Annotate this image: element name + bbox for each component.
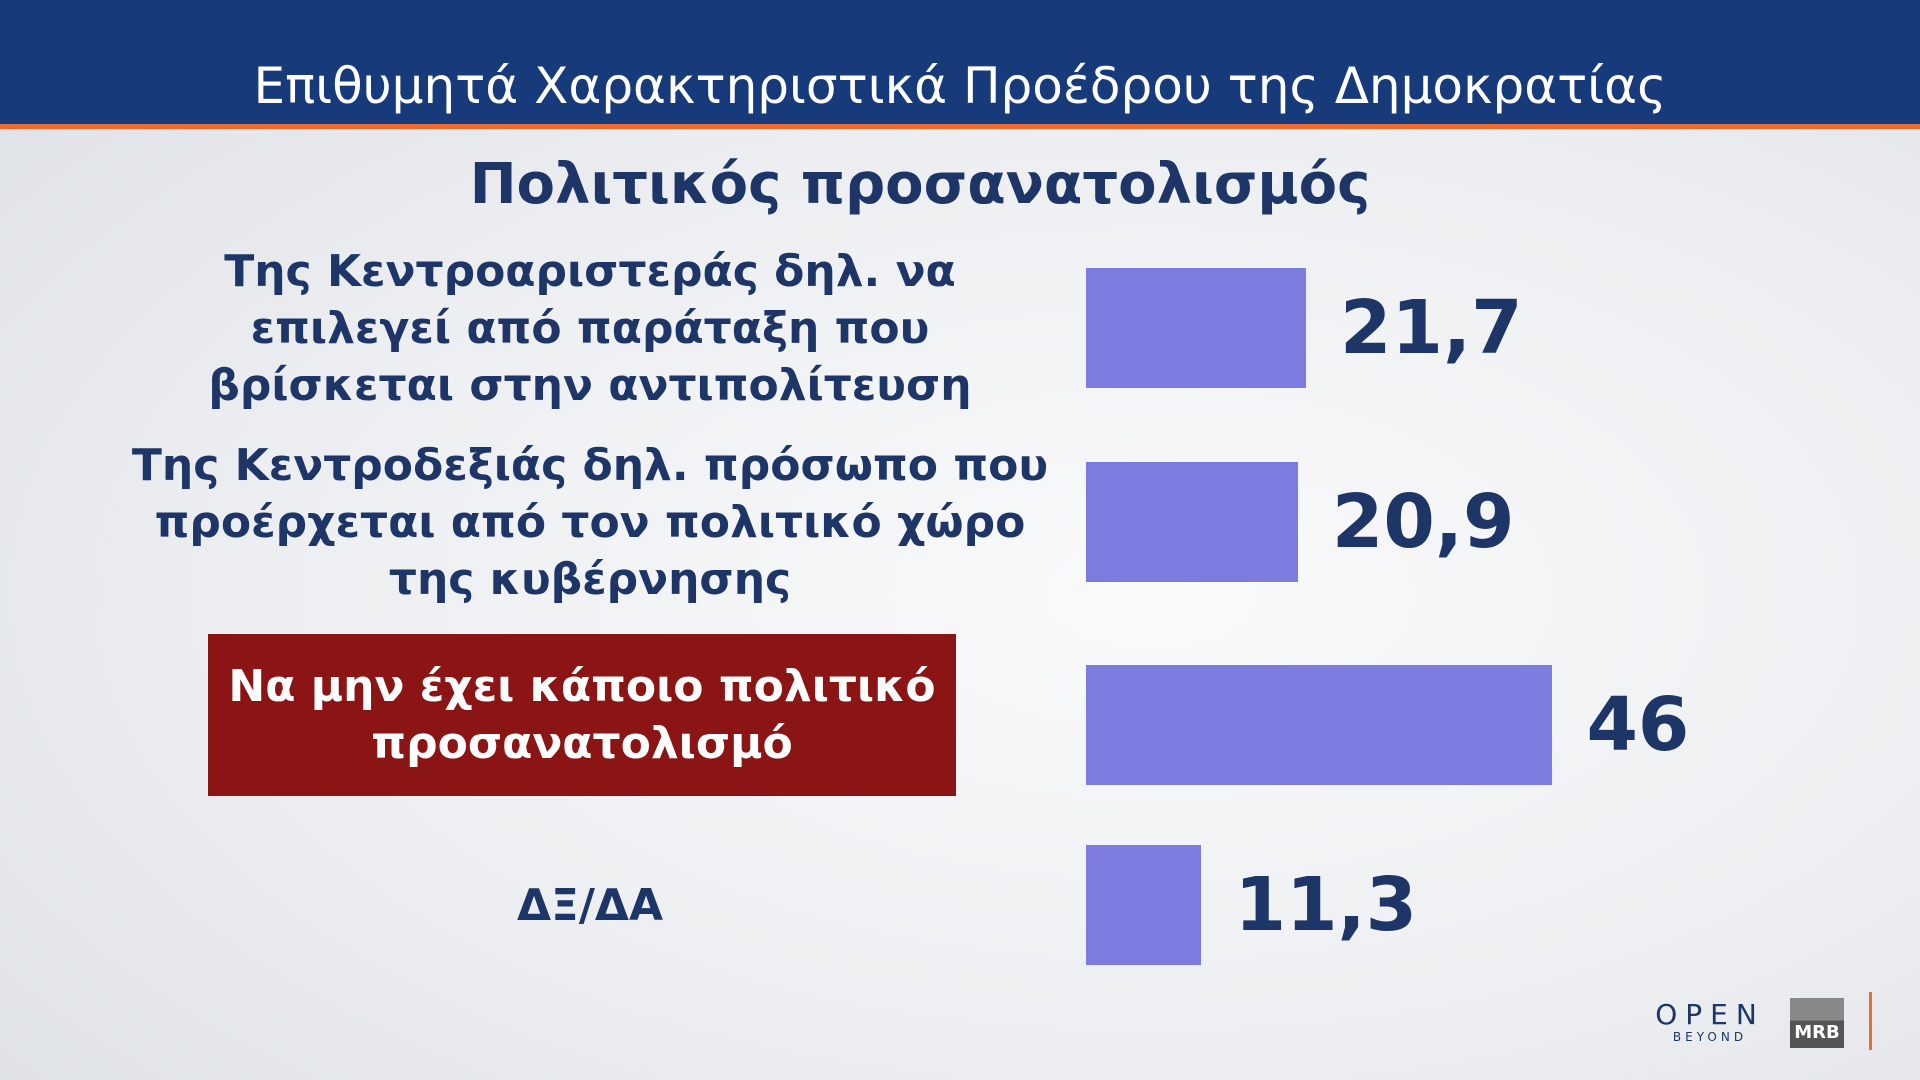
pollster-logo: MRB: [1790, 998, 1844, 1048]
bar: [1086, 268, 1307, 388]
divider: [1869, 992, 1872, 1050]
category-text: Της Κεντροδεξιάς δηλ. πρόσωπο που προέρχ…: [131, 439, 1049, 605]
chart-title: Επιθυμητά Χαρακτηριστικά Προέδρου της Δη…: [253, 57, 1667, 115]
bar: [1086, 665, 1553, 785]
value-label: 46: [1586, 682, 1690, 768]
category-text: Της Κεντροαριστεράς δηλ. να επιλεγεί από…: [208, 245, 972, 411]
value-label: 11,3: [1234, 862, 1418, 948]
value-label: 20,9: [1331, 479, 1515, 565]
bar: [1086, 462, 1298, 582]
value-label: 21,7: [1340, 285, 1523, 371]
category-text: Να μην έχει κάποιο πολιτικό προσανατολισ…: [228, 661, 936, 769]
category-label: ΔΞ/ΔΑ: [130, 805, 1050, 1005]
bar: [1086, 845, 1201, 965]
category-highlight: Να μην έχει κάποιο πολιτικό προσανατολισ…: [208, 634, 956, 796]
chart-subtitle: Πολιτικός προσανατολισμός: [469, 152, 1371, 217]
category-label: Της Κεντροδεξιάς δηλ. πρόσωπο που προέρχ…: [130, 422, 1050, 622]
category-label: Της Κεντροαριστεράς δηλ. να επιλεγεί από…: [130, 228, 1050, 428]
channel-tagline: BEYOND: [1672, 1030, 1748, 1044]
category-text: ΔΞ/ΔΑ: [516, 879, 664, 931]
channel-logo: OPEN: [1655, 998, 1765, 1031]
header: [0, 0, 1920, 129]
